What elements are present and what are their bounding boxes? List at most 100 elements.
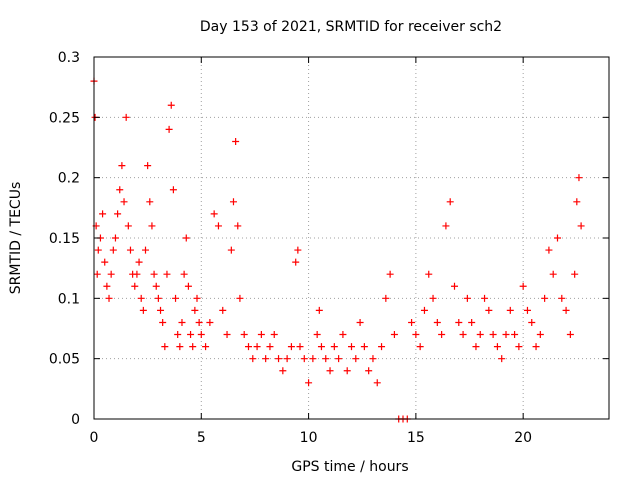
data-point	[292, 258, 300, 266]
data-point	[257, 331, 265, 339]
data-point	[148, 222, 156, 230]
y-tick-label: 0.1	[58, 291, 80, 307]
data-point	[468, 318, 476, 326]
data-point	[296, 343, 304, 351]
data-point	[541, 294, 549, 302]
data-point	[317, 343, 325, 351]
data-point	[174, 331, 182, 339]
data-point	[178, 318, 186, 326]
data-point	[124, 222, 132, 230]
data-point	[182, 234, 190, 242]
data-point	[532, 343, 540, 351]
data-point	[133, 270, 141, 278]
grid-lines	[94, 57, 609, 419]
y-tick-label: 0	[71, 412, 80, 428]
data-point	[266, 343, 274, 351]
data-point	[481, 294, 489, 302]
data-point	[159, 318, 167, 326]
data-point	[137, 294, 145, 302]
data-point	[139, 306, 147, 314]
data-point	[365, 367, 373, 375]
data-point	[187, 331, 195, 339]
data-point	[229, 198, 237, 206]
data-point	[562, 306, 570, 314]
data-point	[167, 101, 175, 109]
data-point	[309, 355, 317, 363]
data-point	[558, 294, 566, 302]
data-point	[111, 234, 119, 242]
data-point	[343, 367, 351, 375]
data-point	[451, 282, 458, 290]
data-point	[369, 355, 377, 363]
data-point	[472, 343, 480, 351]
data-point	[135, 258, 143, 266]
data-point	[279, 367, 287, 375]
data-point	[352, 355, 360, 363]
data-point	[416, 343, 424, 351]
data-point	[169, 186, 177, 194]
data-point	[150, 270, 158, 278]
chart-title: Day 153 of 2021, SRMTID for receiver sch…	[200, 19, 502, 35]
data-point	[126, 246, 134, 254]
data-point	[356, 318, 364, 326]
data-point	[93, 270, 101, 278]
data-point	[214, 222, 222, 230]
data-point	[511, 331, 519, 339]
data-point	[554, 234, 561, 242]
data-point	[420, 306, 428, 314]
data-point	[382, 294, 390, 302]
data-point	[184, 282, 192, 290]
data-point	[536, 331, 544, 339]
y-tick-label: 0.2	[58, 171, 80, 187]
data-point	[313, 331, 321, 339]
data-point	[373, 379, 381, 387]
data-point	[157, 306, 165, 314]
data-point	[163, 270, 171, 278]
data-point	[172, 294, 180, 302]
data-point	[442, 222, 450, 230]
data-point	[189, 343, 197, 351]
data-point	[240, 331, 248, 339]
data-point	[335, 355, 343, 363]
x-tick-label: 10	[300, 430, 318, 446]
data-point	[165, 125, 173, 133]
data-point	[109, 246, 117, 254]
data-point	[294, 246, 302, 254]
data-points	[90, 77, 585, 423]
data-point	[245, 343, 252, 351]
data-point	[249, 355, 257, 363]
data-point	[176, 343, 184, 351]
data-point	[476, 331, 484, 339]
y-tick-label: 0.15	[49, 231, 80, 247]
data-point	[236, 294, 244, 302]
data-point	[202, 343, 210, 351]
data-point	[210, 210, 218, 218]
data-point	[519, 282, 527, 290]
data-point	[223, 331, 231, 339]
data-point	[577, 222, 585, 230]
y-axis-label: SRMTID / TECUs	[8, 182, 24, 295]
data-point	[275, 355, 283, 363]
data-point	[191, 306, 199, 314]
data-point	[227, 246, 235, 254]
y-tick-label: 0.05	[49, 352, 80, 368]
data-point	[262, 355, 270, 363]
data-point	[425, 270, 433, 278]
data-point	[523, 306, 531, 314]
data-point	[528, 318, 536, 326]
data-point	[571, 270, 579, 278]
data-point	[101, 258, 109, 266]
data-point	[429, 294, 437, 302]
y-tick-label: 0.3	[58, 50, 80, 66]
data-point	[103, 282, 111, 290]
data-point	[446, 198, 454, 206]
data-point	[142, 246, 149, 254]
data-point	[105, 294, 113, 302]
data-point	[283, 355, 291, 363]
data-point	[114, 210, 122, 218]
data-point	[232, 137, 240, 145]
data-point	[305, 379, 313, 387]
data-point	[573, 198, 581, 206]
